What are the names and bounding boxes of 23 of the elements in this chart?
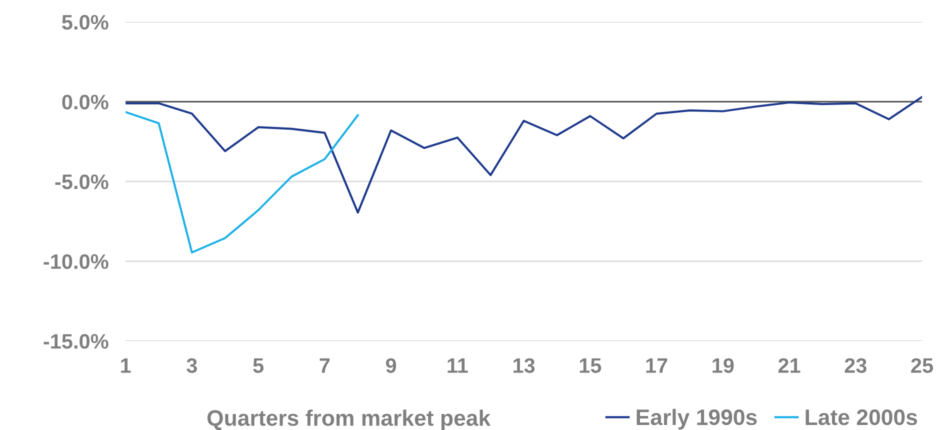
x-tick-label: 15 <box>580 358 602 373</box>
x-tick-label: 25 <box>911 358 934 373</box>
line-series <box>126 96 922 214</box>
x-tick-label: 19 <box>712 358 734 373</box>
x-tick-label: 9 <box>386 358 396 373</box>
x-tick-label: 3 <box>186 358 197 373</box>
y-tick-label: 5.0% <box>62 14 108 30</box>
legend-label: Late 2000s <box>806 409 918 426</box>
y-tick-label: -10.0% <box>44 254 108 269</box>
x-tick-label: 21 <box>778 358 800 373</box>
y-tick-label: -5.0% <box>55 174 108 190</box>
x-tick-label: 1 <box>121 358 131 373</box>
x-tick-label: 17 <box>646 358 668 373</box>
line-series <box>126 111 359 254</box>
x-tick-label: 11 <box>448 358 468 373</box>
legend-label: Early 1990s <box>636 408 757 430</box>
x-tick-label: 23 <box>844 358 866 373</box>
y-tick-label: -15.0% <box>44 334 108 349</box>
x-tick-label: 5 <box>253 358 264 373</box>
x-tick-label: 7 <box>320 358 330 373</box>
y-tick-label: 0.0% <box>62 94 108 110</box>
x-tick-label: 13 <box>514 358 535 373</box>
x-axis-title: Quarters from market peak <box>207 410 491 430</box>
